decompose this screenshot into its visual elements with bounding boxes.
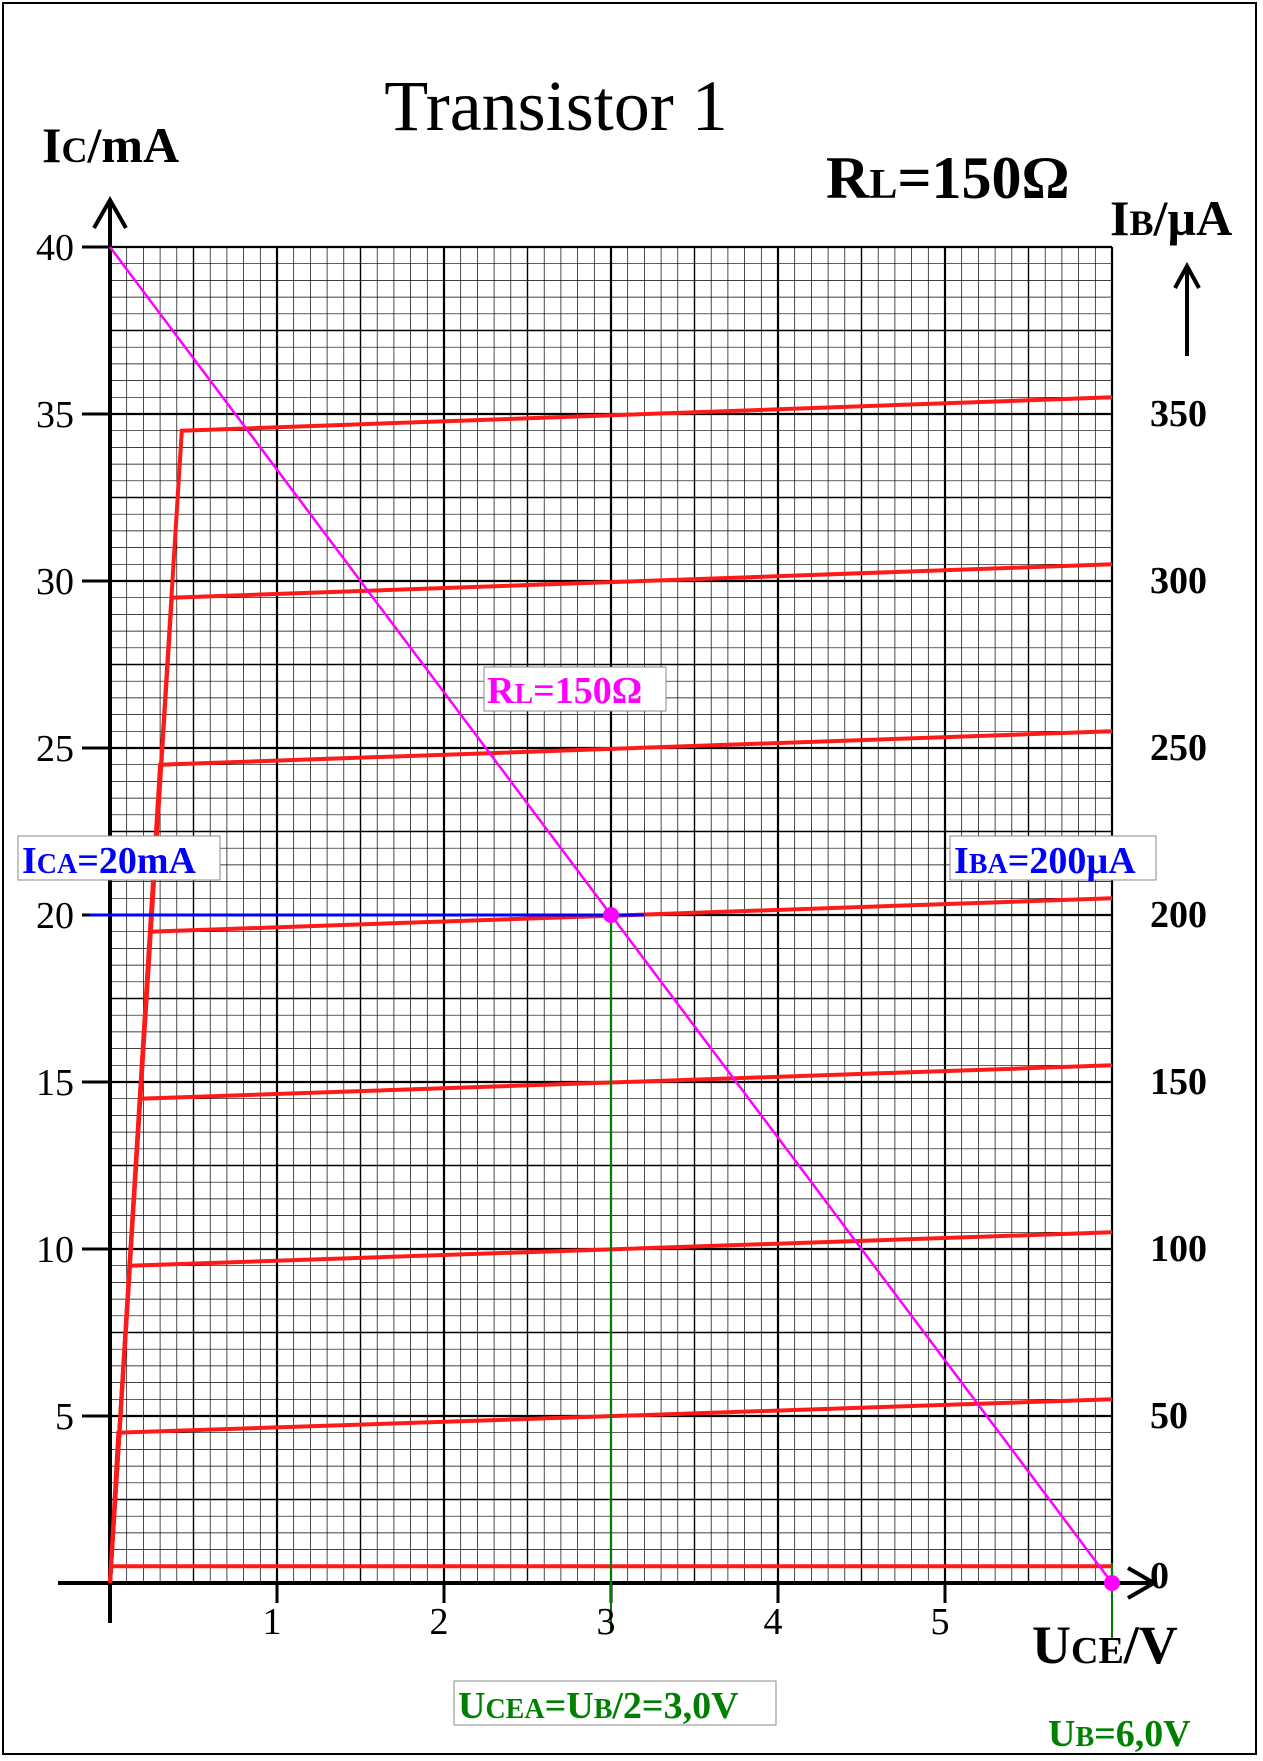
x-tick-label: 1: [263, 1601, 282, 1643]
y2-tick-label: 50: [1150, 1395, 1188, 1437]
x-tick-label: 4: [764, 1601, 783, 1643]
y2-tick-label: 100: [1150, 1228, 1207, 1270]
y2-axis-label: IB/µA: [1110, 190, 1232, 246]
text-labels: Transistor 1 IC/mA RL=150Ω IB/µA UCE/V I…: [17, 66, 1232, 1755]
axes: [58, 195, 1201, 1623]
y-tick-label: 30: [36, 561, 74, 603]
y2-tick-label: 300: [1150, 560, 1207, 602]
load-line-annotation: RL=150Ω: [483, 666, 667, 712]
iba-annotation: IBA=200µA: [949, 835, 1157, 882]
y-axis-label: IC/mA: [42, 117, 179, 173]
y2-axis-arrow: [1173, 261, 1201, 289]
y-tick-label: 10: [36, 1229, 74, 1271]
supply-voltage-marker: [1104, 1575, 1120, 1591]
load-line-group: [109, 246, 1120, 1591]
y2-tick-label: 350: [1150, 393, 1207, 435]
y2-tick-label: 0: [1150, 1555, 1169, 1597]
y2-tick-label: 200: [1150, 894, 1207, 936]
x-axis-label: UCE/V: [1032, 1615, 1178, 1675]
ub-annotation: UB=6,0V: [1048, 1713, 1191, 1755]
x-tick-label: 2: [430, 1601, 449, 1643]
y-tick-label: 35: [36, 394, 74, 436]
x-tick-label: 5: [931, 1601, 950, 1643]
load-resistance-heading: RL=150Ω: [826, 145, 1070, 211]
svg-text:UCEA=UB/2=3,0V: UCEA=UB/2=3,0V: [458, 1685, 739, 1727]
ib-curve-350: [108, 395, 1113, 1584]
y-tick-label: 20: [36, 895, 74, 937]
svg-text:UB=6,0V: UB=6,0V: [1048, 1713, 1191, 1755]
svg-text:RL=150Ω: RL=150Ω: [487, 670, 642, 712]
y2-tick-label: 150: [1150, 1061, 1207, 1103]
y-tick-label: 5: [55, 1396, 74, 1438]
svg-text:ICA=20mA: ICA=20mA: [22, 840, 197, 882]
operating-point-marker: [603, 907, 619, 923]
ica-annotation: ICA=20mA: [17, 835, 221, 882]
x-axis-arrow: [1127, 1566, 1159, 1600]
chart-title: Transistor 1: [384, 66, 727, 146]
y-tick-label: 40: [36, 227, 74, 269]
y2-tick-label: 250: [1150, 727, 1207, 769]
y-tick-label: 25: [36, 728, 74, 770]
x-tick-label: 3: [597, 1601, 616, 1643]
ucea-annotation: UCEA=UB/2=3,0V: [453, 1680, 777, 1727]
y-axis-arrow: [92, 195, 128, 229]
svg-text:IBA=200µA: IBA=200µA: [954, 840, 1136, 882]
y-tick-label: 15: [36, 1062, 74, 1104]
